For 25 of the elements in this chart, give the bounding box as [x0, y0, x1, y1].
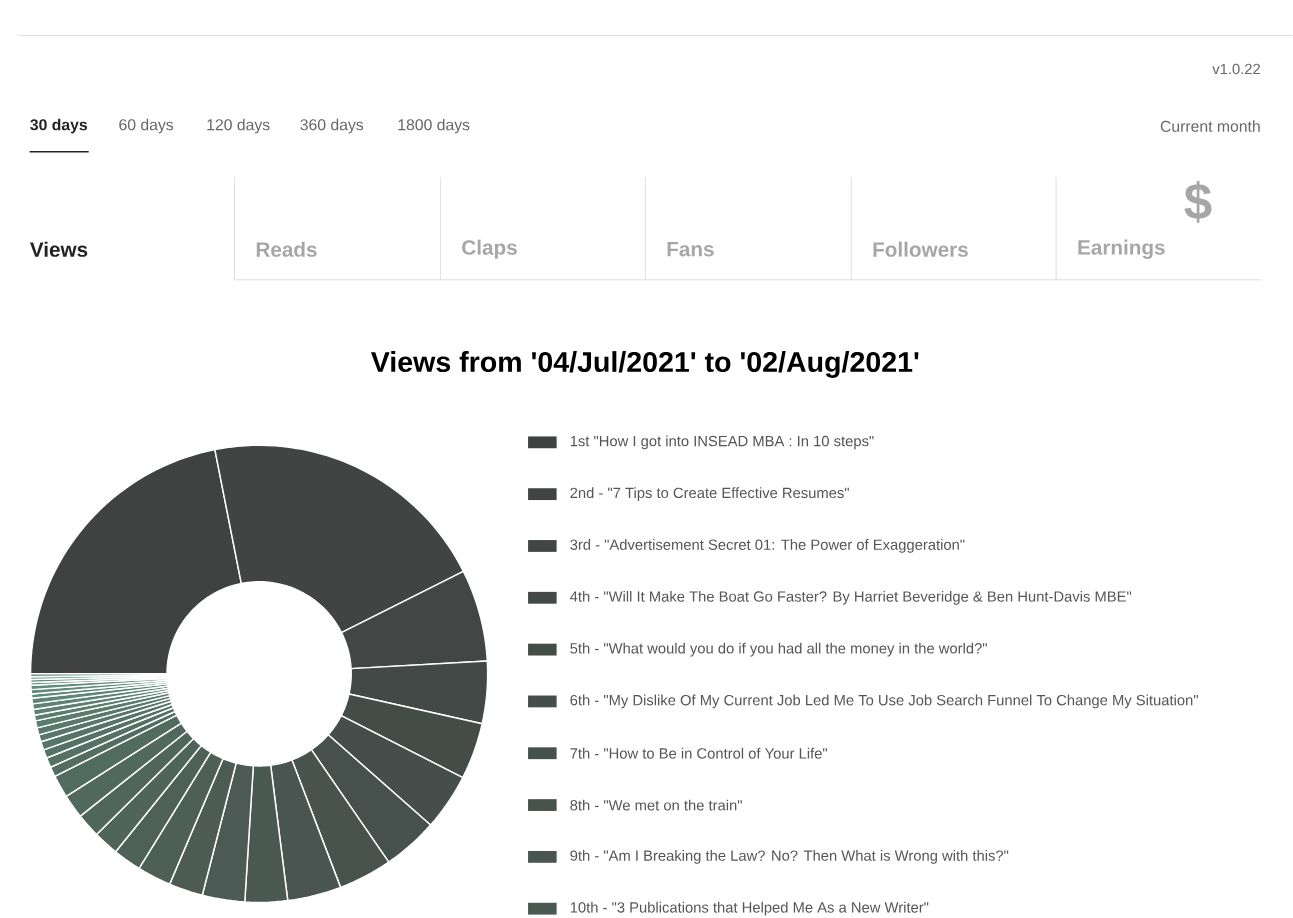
legend-label: 3rd - "Advertisement Secret 01: The Power of Exaggeration" — [570, 539, 965, 553]
text: 30 days — [30, 118, 88, 134]
text: Earnings — [1078, 239, 1165, 259]
text: 60 days — [119, 118, 174, 134]
text: 120 days — [207, 118, 270, 134]
legend-label: 2nd - "7 Tips to Create Effective Resumes" — [570, 487, 849, 501]
text: Reads — [256, 241, 317, 257]
legend-label: 7th - "How to Be in Control of Your Life" — [570, 747, 828, 759]
text: Fans — [667, 241, 714, 257]
legend-label: 6th - "My Dislike Of My Current Job Led Me To Use Job Search Funnel To Change My Situation" — [570, 694, 1198, 709]
legend-label: 5th - "What would you do if you had all the money in the world?" — [570, 642, 987, 657]
text: 360 days — [300, 118, 364, 134]
legend-label: 9th - "Am I Breaking the Law? No? Then What is Wrong with this?" — [570, 849, 1009, 864]
text: 1800 days — [398, 118, 470, 134]
legend-label: 1st "How I got into INSEAD MBA : In 10 steps" — [570, 435, 874, 450]
legend-label: 10th - "3 Publications that Helped Me As a New Writer" — [570, 901, 929, 916]
chart-title: Views from '04/Jul/2021' to '02/Aug/2021' — [370, 351, 919, 378]
text: Followers — [873, 241, 968, 257]
text: v1.0.22 — [1212, 63, 1260, 75]
text: Claps — [462, 239, 517, 259]
text: Current month — [1160, 120, 1260, 132]
text: Views — [29, 241, 88, 257]
legend-label: 4th - "Will It Make The Boat Go Faster? By Harriet Beveridge & Ben Hunt-Davis MBE" — [570, 590, 1132, 605]
text: $ — [1184, 180, 1212, 223]
legend-label: 8th - "We met on the train" — [570, 799, 742, 811]
